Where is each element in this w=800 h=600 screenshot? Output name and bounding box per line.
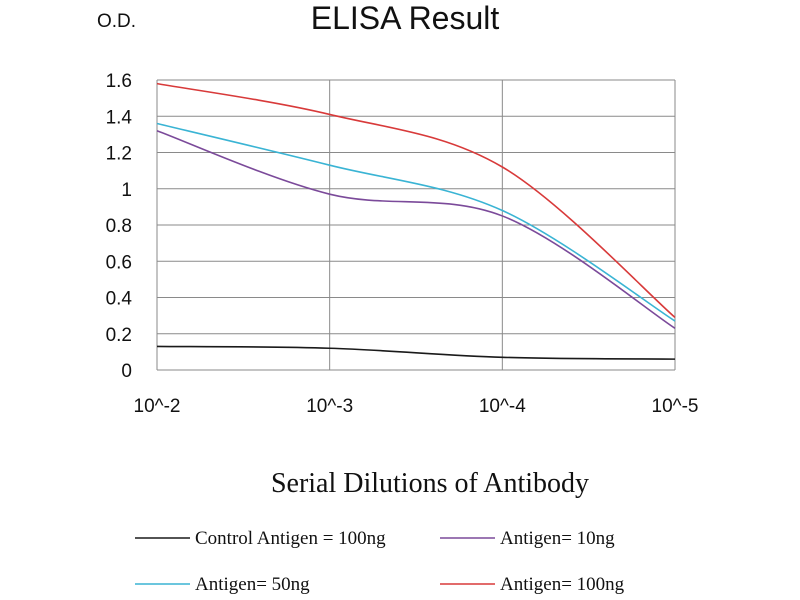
y-tick-label: 1 xyxy=(121,180,132,201)
x-tick-label: 10^-4 xyxy=(479,396,526,417)
y-ticks: 0 0.2 0.4 0.6 0.8 1 1.2 1.4 1.6 xyxy=(106,71,133,382)
y-tick-label: 0.4 xyxy=(106,289,133,310)
series-line xyxy=(156,82,676,319)
series-line xyxy=(156,129,676,329)
x-tick-label: 10^-5 xyxy=(652,396,699,417)
x-tick-label: 10^-3 xyxy=(306,396,353,417)
y-tick-label: 0.6 xyxy=(106,252,132,273)
legend-label: Antigen= 50ng xyxy=(195,574,310,595)
x-ticks: 10^-2 10^-3 10^-4 10^-5 xyxy=(134,396,699,417)
series-line xyxy=(156,345,676,360)
legend: Control Antigen = 100ng Antigen= 10ng Anti… xyxy=(135,528,625,595)
y-tick-label: 0 xyxy=(121,361,132,382)
y-tick-label: 0.2 xyxy=(106,325,132,346)
y-tick-label: 1.6 xyxy=(106,71,132,92)
chart-title: ELISA Result xyxy=(311,0,500,36)
x-tick-label: 10^-2 xyxy=(134,396,181,417)
series-line xyxy=(156,122,676,322)
y-axis-label: O.D. xyxy=(97,11,136,32)
x-axis-label: Serial Dilutions of Antibody xyxy=(271,468,589,499)
legend-label: Control Antigen = 100ng xyxy=(195,528,386,549)
legend-label: Antigen= 100ng xyxy=(500,574,625,595)
grid xyxy=(156,79,676,371)
y-tick-label: 1.4 xyxy=(106,107,133,128)
legend-label: Antigen= 10ng xyxy=(500,528,615,549)
y-tick-label: 1.2 xyxy=(106,144,132,165)
series-lines xyxy=(156,82,676,360)
y-tick-label: 0.8 xyxy=(106,216,132,237)
